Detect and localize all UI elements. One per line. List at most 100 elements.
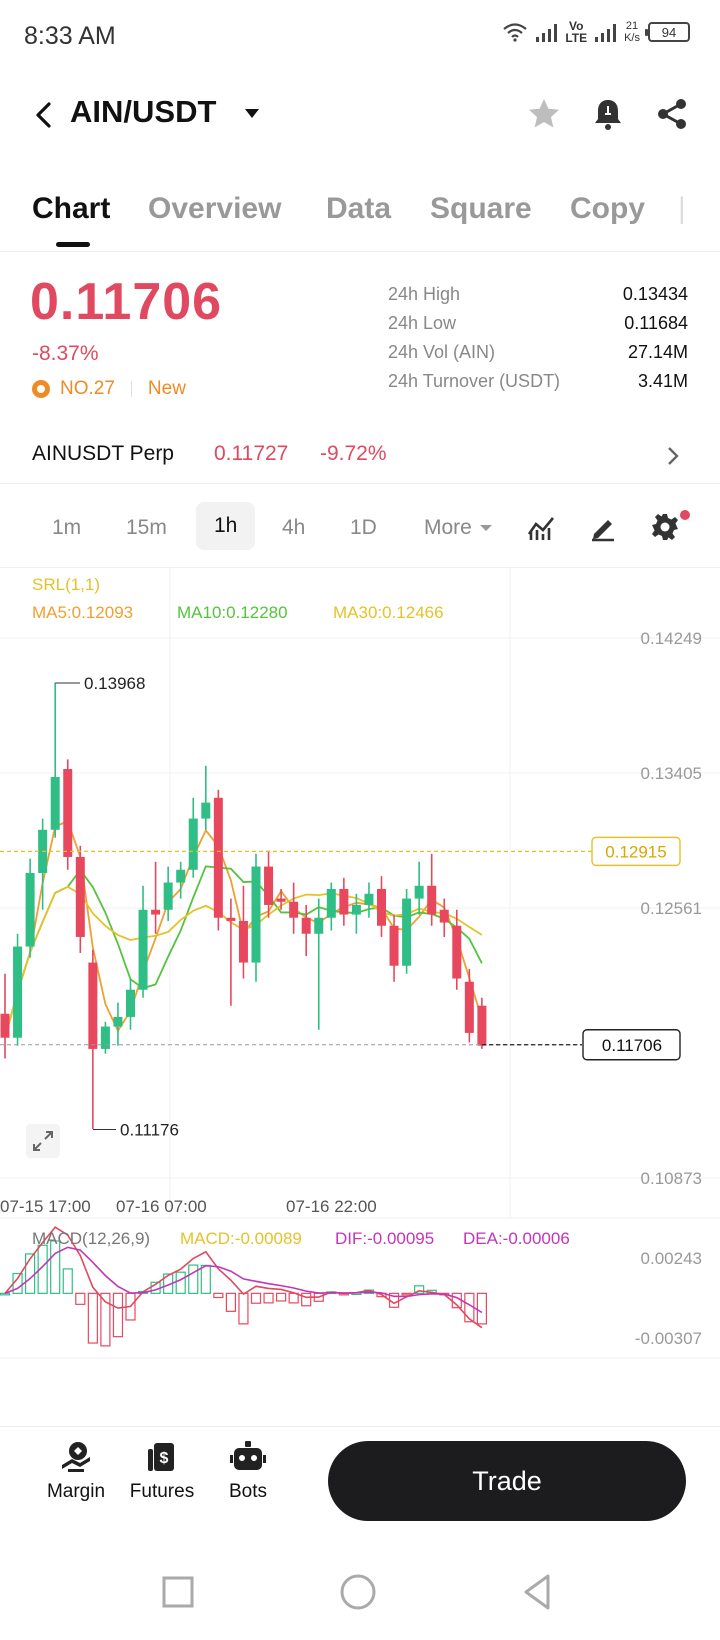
candle-body xyxy=(364,893,374,905)
share-icon[interactable] xyxy=(654,96,690,132)
interval-15m[interactable]: 15m xyxy=(126,516,167,539)
tab-square[interactable]: Square xyxy=(430,192,532,225)
last-price-box xyxy=(582,1029,681,1061)
stat-value: 0.13434 xyxy=(622,284,688,304)
trade-button[interactable]: Trade xyxy=(328,1441,686,1521)
candle-body xyxy=(0,1013,10,1038)
margin-icon xyxy=(62,1442,90,1472)
fullscreen-icon[interactable] xyxy=(26,1124,60,1158)
srl-indicator-label: SRL(1,1) xyxy=(32,575,100,594)
recent-apps-icon[interactable] xyxy=(156,1570,200,1614)
bottom-action-bar: Margin $ Futures Bots Trade xyxy=(0,1426,720,1536)
bot-icon xyxy=(230,1441,266,1470)
candle-body xyxy=(226,917,236,921)
interval-1d[interactable]: 1D xyxy=(350,516,377,539)
tab-copy[interactable]: Copy xyxy=(570,192,645,225)
margin-button[interactable]: Margin xyxy=(36,1439,116,1503)
ma5-label: MA5:0.12093 xyxy=(32,603,133,622)
time-axis-label: 07-16 22:00 xyxy=(286,1197,377,1216)
back-arrow-icon[interactable] xyxy=(30,100,60,130)
macd-histogram-bar xyxy=(301,1292,312,1307)
macd-histogram-bar xyxy=(0,1292,11,1296)
stat-row: 24h Low 0.11684 xyxy=(388,313,688,342)
candle-body xyxy=(113,1016,123,1027)
more-intervals-button[interactable]: More xyxy=(424,516,492,540)
macd-histogram-bar xyxy=(276,1292,287,1302)
price-axis-label: 0.10873 xyxy=(641,1169,702,1188)
candle-body xyxy=(314,917,324,934)
ma30-label: MA30:0.12466 xyxy=(333,603,444,622)
volte-icon: Vo LTE xyxy=(565,19,588,45)
margin-label: Margin xyxy=(46,1481,106,1502)
pair-title[interactable]: AIN/USDT xyxy=(70,94,217,129)
rank-row: NO.27 New xyxy=(32,378,186,400)
futures-button[interactable]: $ Futures xyxy=(122,1439,202,1503)
status-bar: 8:33 AM Vo LTE 21 K/s 94 xyxy=(0,0,720,72)
candle-body xyxy=(464,981,474,1033)
back-nav-icon[interactable] xyxy=(516,1570,560,1614)
draw-tool-icon[interactable] xyxy=(588,512,618,542)
dea-line xyxy=(4,1246,483,1314)
perp-name: AINUSDT Perp xyxy=(32,442,174,465)
tab-chart[interactable]: Chart xyxy=(32,192,111,225)
candle-body xyxy=(201,802,211,819)
wifi-icon xyxy=(503,23,528,42)
price-axis-label: 0.14249 xyxy=(641,629,702,648)
tab-overview[interactable]: Overview xyxy=(148,192,282,225)
macd-histogram-bar xyxy=(250,1292,262,1304)
stat-value: 3.41M xyxy=(637,371,688,391)
macd-title: MACD(12,26,9) xyxy=(32,1229,150,1248)
macd-histogram-bar xyxy=(225,1292,236,1312)
candle-body xyxy=(213,797,223,918)
settings-gear-icon[interactable] xyxy=(650,512,680,542)
stat-label: 24h High xyxy=(388,284,461,304)
kline-chart[interactable]: 0.14249 0.13405 0.12561 0.10873 07-15 17:00 0… xyxy=(0,568,720,1428)
time-axis-label: 07-15 17:00 xyxy=(0,1197,91,1216)
macd-histogram-bar xyxy=(175,1271,186,1294)
candle-body xyxy=(301,917,311,934)
star-icon[interactable] xyxy=(526,96,562,132)
macd-axis-label: -0.00307 xyxy=(635,1329,702,1348)
interval-1m[interactable]: 1m xyxy=(52,516,82,539)
candle-body xyxy=(126,989,135,1017)
macd-axis-label: 0.00243 xyxy=(641,1249,702,1268)
home-icon[interactable] xyxy=(336,1570,380,1614)
tab-overflow-indicator[interactable]: | xyxy=(678,192,686,225)
candle-body xyxy=(264,866,274,905)
stat-value: 27.14M xyxy=(627,342,688,362)
macd-histogram-bar xyxy=(62,1268,73,1294)
ticker-stats: 24h High 0.13434 24h Low 0.11684 24h Vol… xyxy=(388,284,688,400)
divider xyxy=(130,381,132,397)
candle-body xyxy=(351,904,361,915)
macd-histogram-bar xyxy=(213,1292,224,1299)
indicators-icon[interactable] xyxy=(526,512,556,542)
caret-down-icon[interactable] xyxy=(244,108,260,120)
svg-text:$: $ xyxy=(160,1450,169,1467)
interval-4h[interactable]: 4h xyxy=(282,516,306,539)
last-price: 0.11706 xyxy=(30,273,223,331)
macd-histogram-bar xyxy=(288,1292,299,1304)
stat-label: 24h Low xyxy=(388,313,457,333)
rank-label[interactable]: NO.27 xyxy=(60,378,115,399)
low-marker-label: 0.11176 xyxy=(120,1121,179,1140)
futures-label: Futures xyxy=(129,1481,195,1502)
price-alert-bell-icon[interactable] xyxy=(590,96,626,132)
active-tab-indicator xyxy=(56,242,90,247)
stat-value: 0.11684 xyxy=(624,313,688,333)
candle-body xyxy=(339,888,349,915)
perp-link-row[interactable]: AINUSDT Perp 0.11727 -9.72% xyxy=(0,428,720,484)
kline-chart-canvas[interactable]: 0.14249 0.13405 0.12561 0.10873 07-15 17:00 0… xyxy=(0,568,720,1428)
price-change: -8.37% xyxy=(32,342,99,365)
candle-body xyxy=(75,856,85,937)
high-marker-label: 0.13968 xyxy=(84,674,145,693)
interval-1h[interactable]: 1h xyxy=(196,502,256,550)
macd-histogram-bar xyxy=(200,1264,211,1294)
network-speed: 21 K/s xyxy=(624,20,640,44)
stat-row: 24h Vol (AIN) 27.14M xyxy=(388,342,688,371)
stat-label: 24h Turnover (USDT) xyxy=(388,371,561,391)
bots-button[interactable]: Bots xyxy=(208,1439,288,1503)
tab-data[interactable]: Data xyxy=(326,192,392,225)
candle-body xyxy=(63,769,73,857)
macd-histogram-bar xyxy=(263,1292,274,1304)
macd-histogram-bar xyxy=(100,1292,111,1347)
